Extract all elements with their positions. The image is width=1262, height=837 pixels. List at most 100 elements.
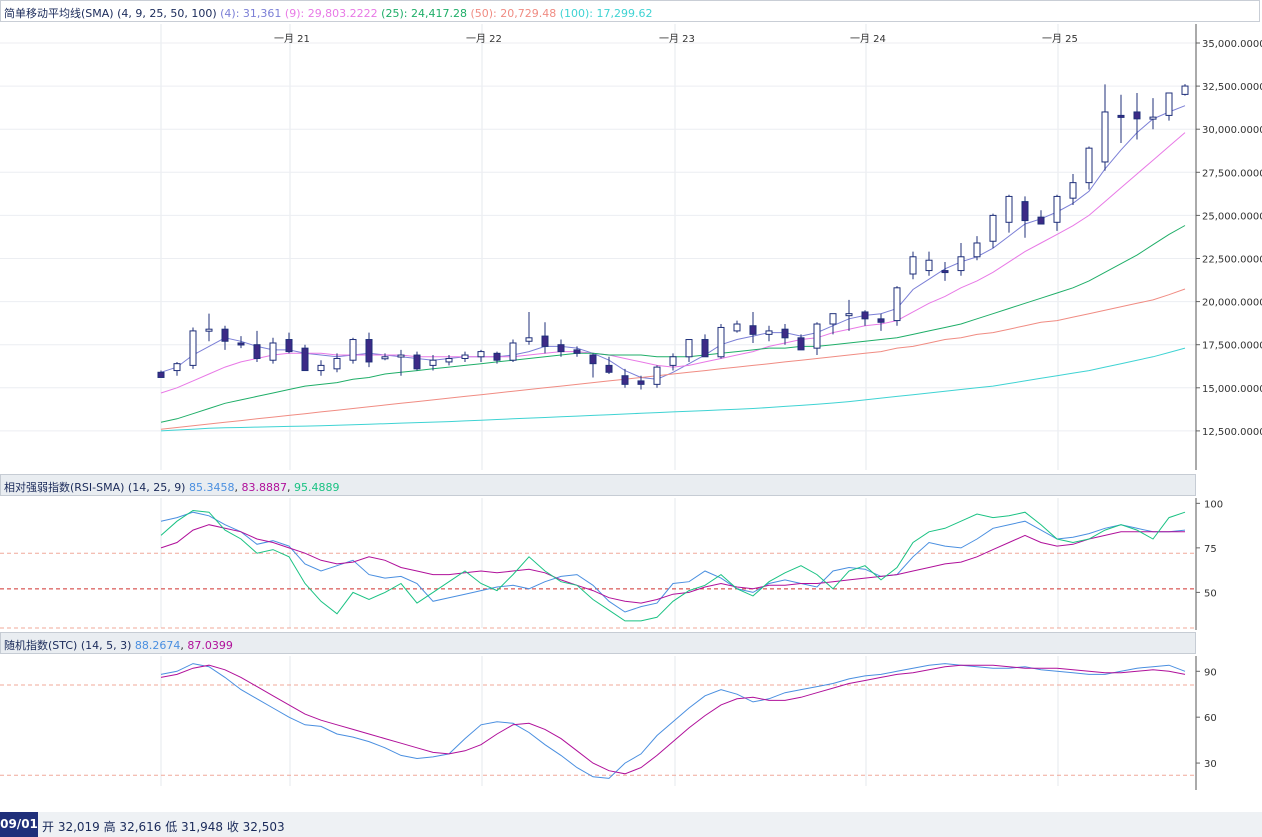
candle (957, 256, 965, 272)
candle (701, 339, 709, 358)
sma4-line (160, 105, 1186, 380)
sma-title: 简单移动平均线(SMA) (4, 9, 25, 50, 100) (4, 7, 217, 20)
candle (829, 313, 837, 325)
stc-k-value: 88.2674 (134, 639, 181, 652)
sma25-value: (25): 24,417.28 (381, 7, 467, 20)
sma-legend-bar: 简单移动平均线(SMA) (4, 9, 25, 50, 100) (4): 31… (0, 0, 1260, 22)
candle (1181, 85, 1189, 95)
candle (669, 356, 677, 366)
candle (1069, 182, 1077, 199)
candle (413, 354, 421, 370)
candle (909, 256, 917, 275)
stc-k-line (160, 663, 1186, 779)
candle (877, 318, 885, 323)
candle (845, 313, 853, 317)
candle (429, 359, 437, 366)
candle (493, 352, 501, 361)
candle (925, 259, 933, 272)
sma100-value: (100): 17,299.62 (559, 7, 653, 20)
rsi-y-tick-label: 50 (1204, 588, 1217, 599)
candle (189, 330, 197, 366)
candle (157, 371, 165, 378)
candle (605, 364, 613, 373)
candle (269, 342, 277, 361)
candle (333, 357, 341, 370)
candle (1085, 147, 1093, 184)
candle (541, 335, 549, 347)
candle (733, 323, 741, 332)
candle (477, 351, 485, 358)
rsi-legend-bar: 相对强弱指数(RSI-SMA) (14, 25, 9) 85.3458, 83.… (0, 474, 1196, 496)
candle (941, 270, 949, 274)
candle (1117, 114, 1125, 118)
candle (765, 330, 773, 335)
candle (637, 380, 645, 385)
sma50-value: (50): 20,729.48 (470, 7, 557, 20)
stc-y-tick-label: 60 (1204, 713, 1217, 724)
candle (893, 287, 901, 322)
candle (397, 354, 405, 358)
candle (685, 339, 693, 358)
rsi-sma9-line (160, 509, 1186, 622)
sma50-line (160, 288, 1186, 430)
x-tick-label: 一月 22 (466, 33, 502, 45)
rsi-line (160, 511, 1186, 613)
candle (509, 342, 517, 361)
candle (317, 364, 325, 372)
sma4-value: (4): 31,361 (220, 7, 282, 20)
stc-title: 随机指数(STC) (14, 5, 3) (4, 639, 132, 652)
candle (973, 242, 981, 258)
candle (989, 214, 997, 242)
candle (813, 323, 821, 349)
sma9-value: (9): 29,803.2222 (284, 7, 378, 20)
x-tick-label: 一月 25 (1042, 33, 1078, 45)
y-tick-label: 27,500.0000 (1202, 168, 1262, 179)
candle (1165, 92, 1173, 116)
rsi-y-tick-label: 100 (1204, 499, 1223, 510)
y-tick-label: 20,000.0000 (1202, 298, 1262, 309)
y-tick-label: 12,500.0000 (1202, 427, 1262, 438)
stc-y-tick-label: 90 (1204, 667, 1217, 678)
rsi-sma25-line (160, 524, 1185, 604)
stc-legend: 随机指数(STC) (14, 5, 3) 88.2674, 87.0399 (4, 639, 233, 652)
y-tick-label: 25,000.0000 (1202, 211, 1262, 222)
candle (717, 326, 725, 358)
candle (1005, 195, 1013, 223)
rsi-value: 85.3458 (188, 481, 235, 494)
status-ohlc: 开 32,019 高 32,616 低 31,948 收 32,503 (42, 820, 285, 834)
rsi-sma9-value: 95.4889 (293, 481, 340, 494)
stc-y-tick-label: 30 (1204, 759, 1217, 770)
candle (221, 328, 229, 342)
y-tick-label: 15,000.0000 (1202, 384, 1262, 395)
candle (573, 349, 581, 354)
candle (237, 342, 245, 346)
candle (445, 357, 453, 363)
status-bar: 09/01 开 32,019 高 32,616 低 31,948 收 32,50… (0, 812, 1262, 837)
rsi-sma25-value: 83.8887 (241, 481, 287, 494)
candle (589, 354, 597, 365)
candle (1133, 111, 1141, 120)
candle (781, 328, 789, 339)
sma-legend: 简单移动平均线(SMA) (4, 9, 25, 50, 100) (4): 31… (4, 5, 652, 21)
candle (861, 311, 869, 320)
candle (301, 347, 309, 372)
x-tick-label: 一月 24 (850, 33, 886, 45)
rsi-title: 相对强弱指数(RSI-SMA) (14, 25, 9) (4, 481, 186, 494)
status-date: 09/01 (0, 812, 38, 837)
stc-d-line (160, 664, 1186, 775)
y-tick-label: 35,000.0000 (1202, 39, 1262, 50)
candle (797, 337, 805, 351)
candle (349, 339, 357, 361)
candle (253, 344, 261, 359)
rsi-legend: 相对强弱指数(RSI-SMA) (14, 25, 9) 85.3458, 83.… (4, 481, 340, 494)
rsi-y-tick-label: 75 (1204, 544, 1217, 555)
candle (173, 363, 181, 372)
stock-chart[interactable]: 12,500.0000 15,000.0000 17,500.0000 20,000.… (0, 0, 1262, 812)
candle (381, 356, 389, 360)
candle (1149, 116, 1157, 120)
stc-d-value: 87.0399 (187, 639, 233, 652)
x-tick-label: 一月 23 (659, 33, 695, 45)
y-tick-label: 17,500.0000 (1202, 341, 1262, 352)
y-tick-label: 30,000.0000 (1202, 125, 1262, 136)
candle (1101, 111, 1109, 163)
